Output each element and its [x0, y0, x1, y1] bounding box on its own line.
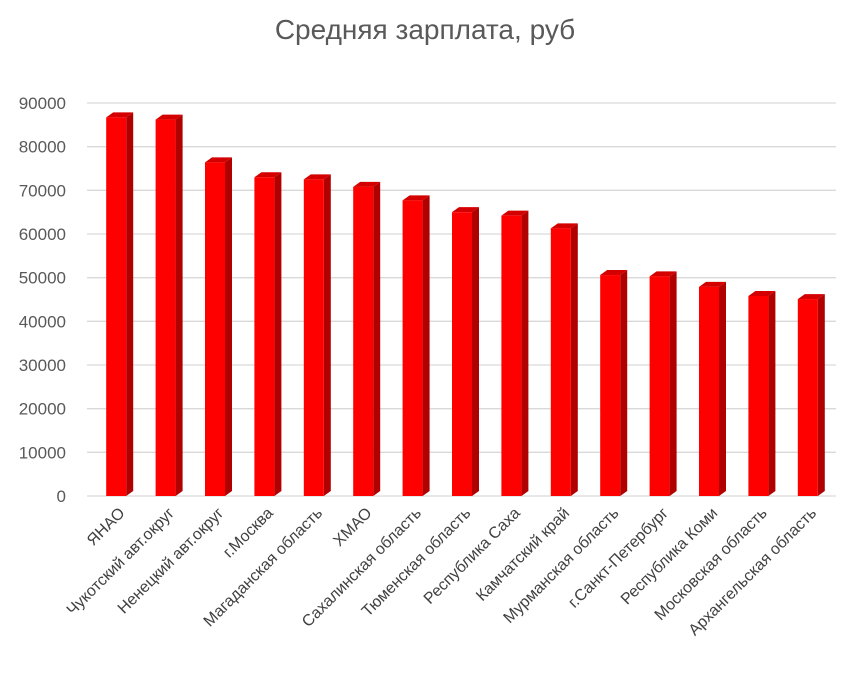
- bar: [649, 276, 670, 496]
- bar-top: [205, 157, 232, 163]
- bar: [501, 215, 522, 496]
- bar-top: [402, 195, 430, 201]
- bar-side: [719, 281, 726, 496]
- x-tick-label: Камчатский край: [473, 505, 573, 605]
- bar: [699, 286, 719, 496]
- bar: [550, 228, 571, 496]
- y-tick-label: 70000: [19, 181, 66, 200]
- bar-side: [768, 291, 776, 496]
- bar-top: [550, 223, 578, 229]
- bar: [353, 186, 374, 496]
- chart-title: Средняя зарплата, руб: [274, 14, 576, 45]
- bar: [402, 200, 423, 497]
- y-tick-label: 0: [57, 487, 66, 506]
- y-tick-label: 60000: [19, 225, 66, 244]
- bar-top: [649, 271, 677, 277]
- bar-side: [274, 172, 282, 496]
- y-tick-label: 40000: [19, 312, 66, 331]
- bar-side: [817, 294, 825, 496]
- y-tick-label: 80000: [19, 138, 66, 157]
- bar-top: [797, 294, 825, 300]
- bar-top: [699, 281, 726, 287]
- bar-top: [600, 270, 628, 276]
- bar-side: [570, 223, 578, 496]
- bar-side: [521, 210, 529, 496]
- bar-top: [353, 181, 381, 187]
- bar-side: [225, 157, 232, 497]
- bar: [452, 212, 472, 496]
- bar-top: [452, 207, 479, 213]
- bar-top: [748, 291, 776, 297]
- bar-top: [501, 210, 529, 216]
- bar-side: [175, 114, 183, 497]
- bar: [797, 299, 818, 496]
- bar-side: [472, 207, 479, 496]
- bar: [254, 177, 275, 496]
- bar-side: [373, 181, 381, 496]
- bar-side: [126, 112, 134, 496]
- bar: [303, 179, 324, 496]
- bar: [600, 275, 621, 496]
- x-tick-label: ХМАО: [330, 505, 375, 550]
- y-tick-label: 50000: [19, 269, 66, 288]
- bar: [155, 119, 176, 497]
- bar-side: [669, 271, 677, 496]
- bar: [106, 117, 127, 496]
- y-tick-label: 20000: [19, 400, 66, 419]
- bar: [748, 296, 769, 496]
- bar-side: [422, 195, 430, 497]
- y-tick-label: 90000: [19, 94, 66, 113]
- bar: [205, 162, 225, 497]
- y-tick-label: 10000: [19, 443, 66, 462]
- y-tick-label: 30000: [19, 356, 66, 375]
- bar-top: [106, 112, 134, 118]
- bar-side: [620, 270, 628, 496]
- bar-top: [303, 174, 331, 180]
- bar-side: [323, 174, 331, 496]
- x-tick-label: ЯНАО: [84, 505, 128, 549]
- bar-top: [254, 172, 282, 178]
- bar-top: [155, 114, 183, 120]
